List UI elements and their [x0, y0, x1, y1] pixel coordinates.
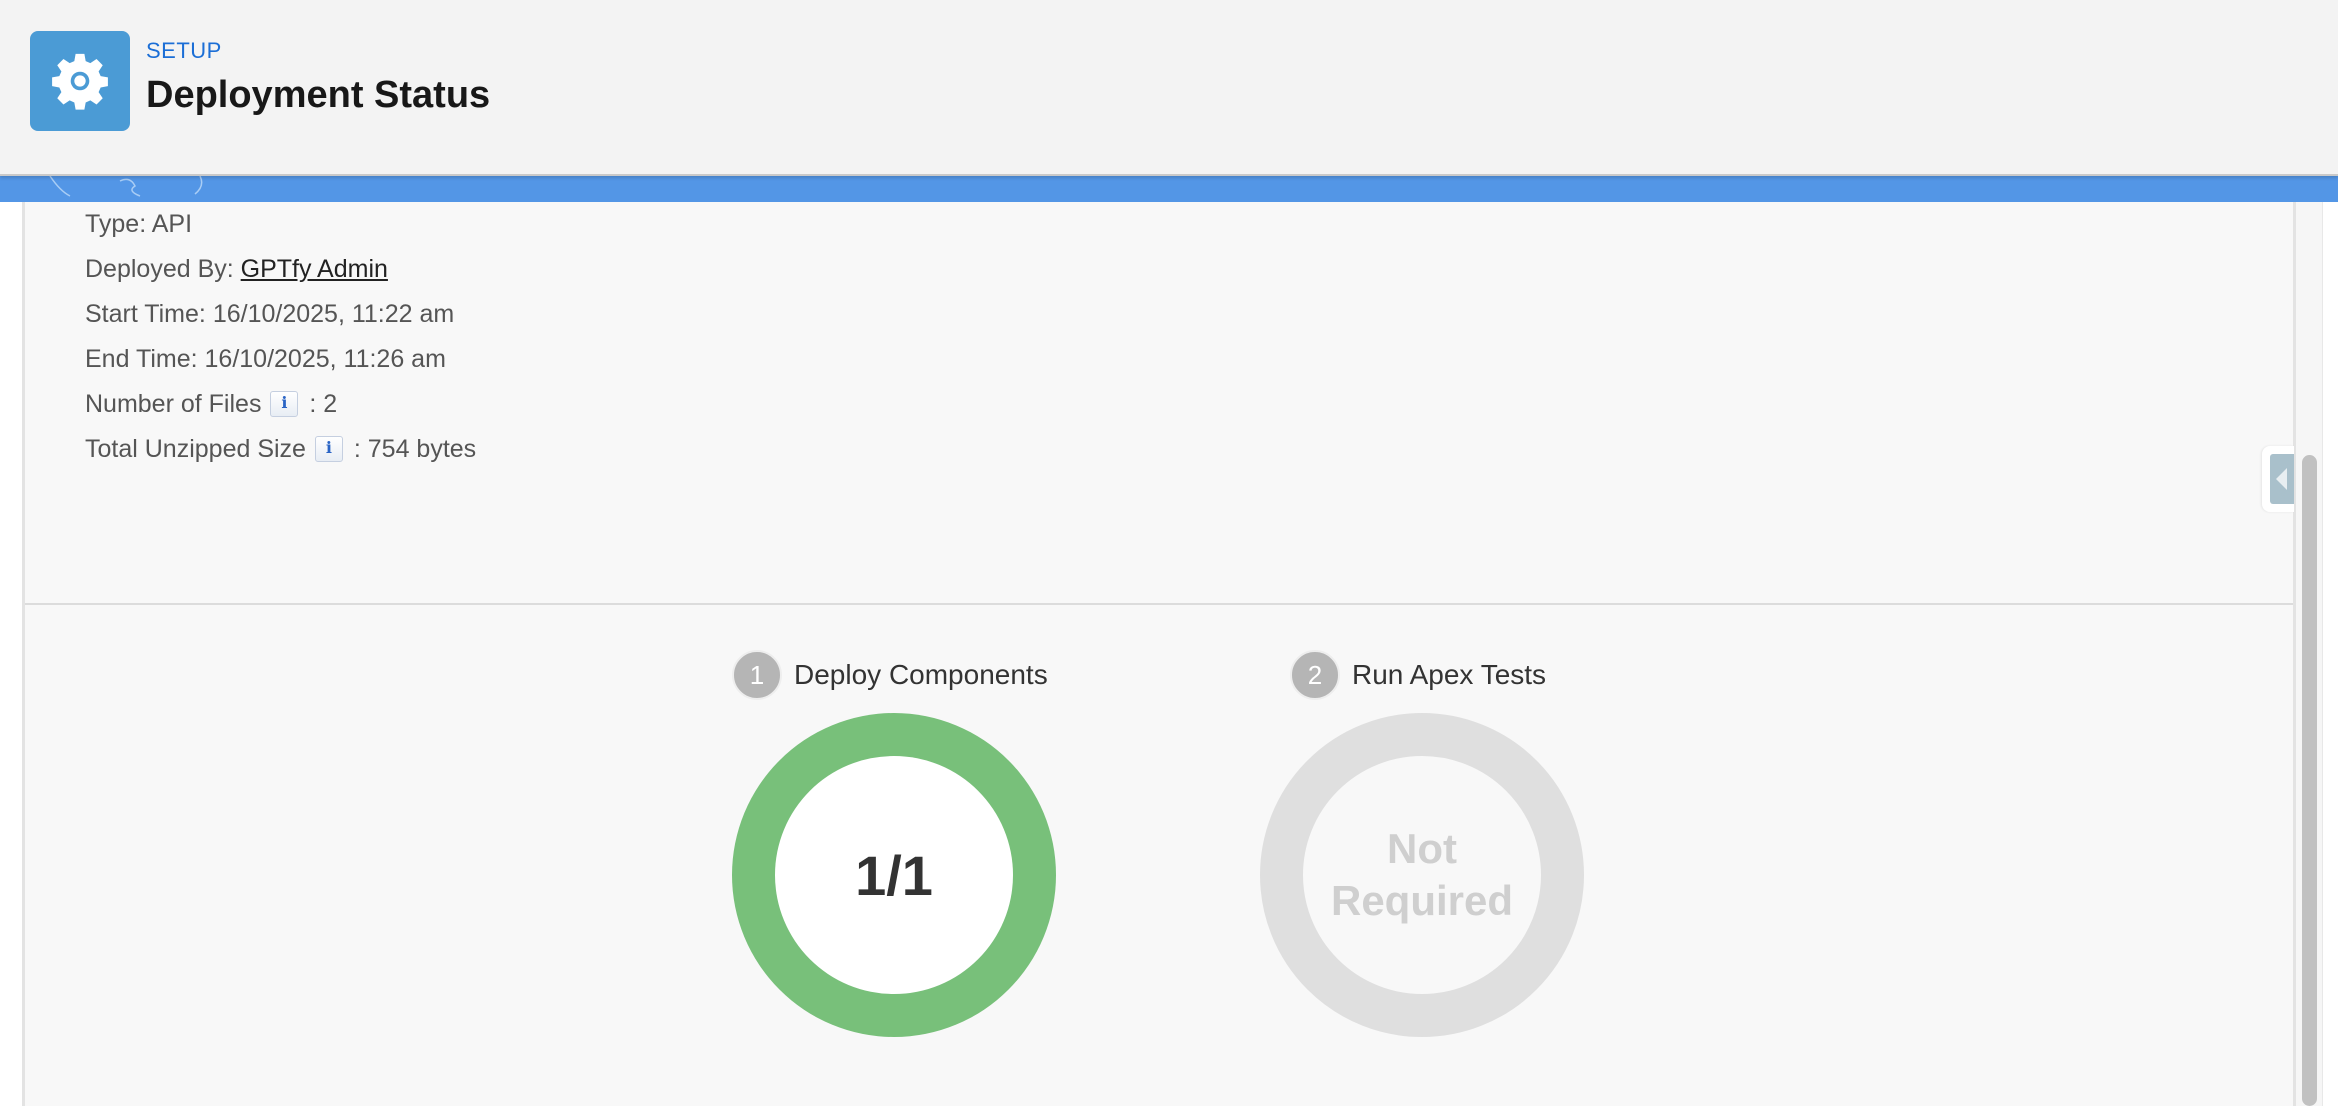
gear-icon [30, 31, 130, 131]
deployment-info: Type: API Deployed By: GPTfy Admin Start… [85, 202, 476, 472]
step-deploy-components: 1 Deploy Components [732, 650, 1048, 700]
size-row: Total Unzipped Size i : 754 bytes [85, 435, 477, 463]
run-apex-tests-status: Not Required [1330, 825, 1514, 924]
header-background-band [0, 176, 2338, 202]
step-label: Deploy Components [794, 659, 1048, 690]
divider [25, 603, 2293, 605]
end-time-row: End Time: 16/10/2025, 11:26 am [85, 345, 446, 373]
step-number-badge: 1 [732, 650, 782, 700]
deploy-components-status: 1/1 [855, 843, 933, 907]
type-row: Type: API [85, 210, 193, 238]
files-row: Number of Files i : 2 [85, 390, 338, 418]
info-icon[interactable]: i [270, 391, 299, 417]
deploy-components-progress-ring: 1/1 [732, 713, 1056, 1037]
step-number-badge: 2 [1290, 650, 1340, 700]
info-icon[interactable]: i [314, 436, 343, 462]
deployed-by-link[interactable]: GPTfy Admin [240, 255, 388, 283]
breadcrumb-setup: SETUP [146, 38, 222, 63]
start-time-row: Start Time: 16/10/2025, 11:22 am [85, 300, 455, 328]
step-run-apex-tests: 2 Run Apex Tests [1290, 650, 1546, 700]
deployed-by-row: Deployed By: GPTfy Admin [85, 255, 388, 283]
page-title: Deployment Status [146, 74, 491, 116]
step-label: Run Apex Tests [1352, 659, 1547, 690]
page-header: SETUP Deployment Status [0, 0, 2338, 176]
chevron-left-icon [2270, 454, 2294, 504]
scrollbar-thumb[interactable] [2302, 455, 2317, 1106]
ring-center: 1/1 [775, 756, 1013, 994]
collapse-panel-button[interactable] [2262, 446, 2294, 512]
run-apex-tests-ring: Not Required [1260, 713, 1584, 1037]
deployment-details-panel: Type: API Deployed By: GPTfy Admin Start… [22, 202, 2296, 1106]
